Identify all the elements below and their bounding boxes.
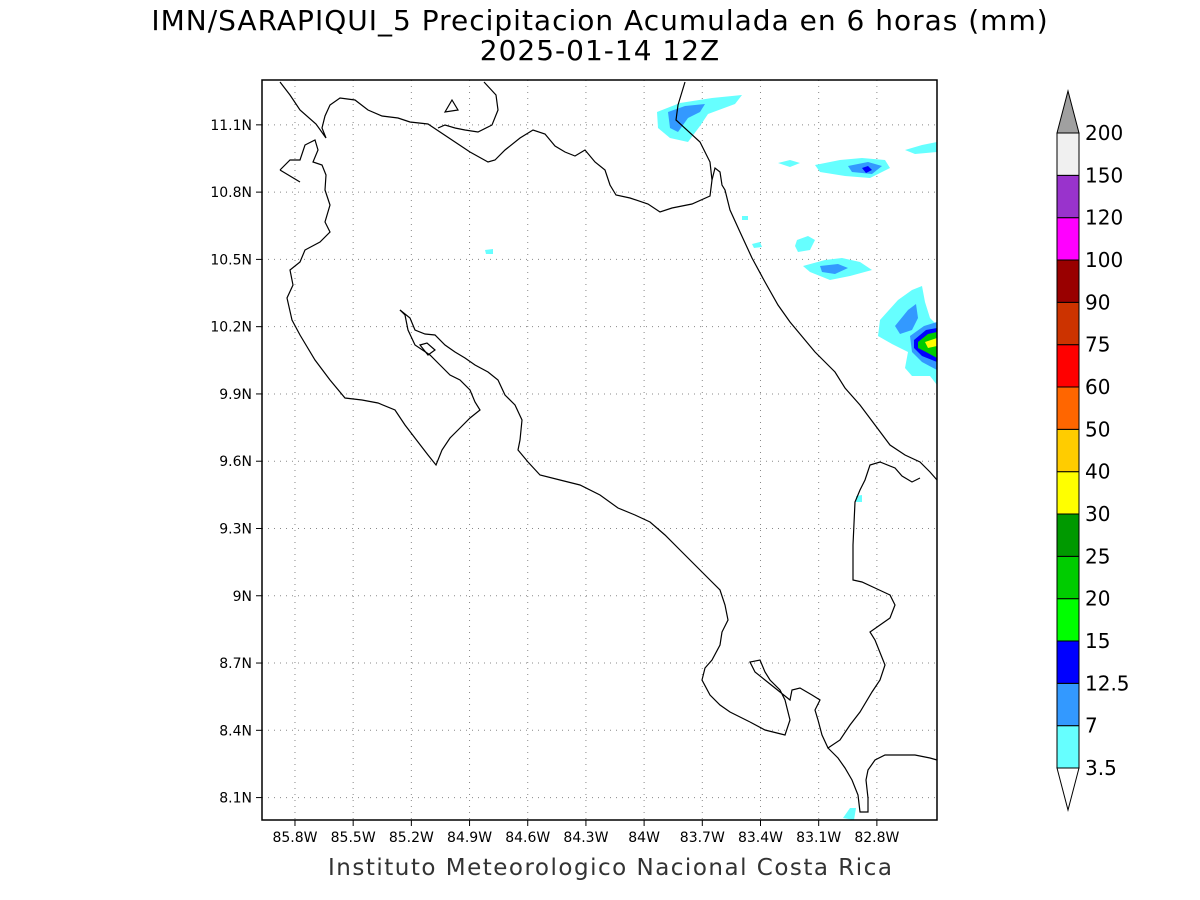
colorbar-bottom-arrow bbox=[1056, 767, 1080, 812]
lat-tick-label: 8.1N bbox=[219, 791, 252, 807]
map-frame bbox=[261, 79, 938, 821]
lat-tick-label: 8.4N bbox=[219, 723, 252, 739]
precip-area-3.5 bbox=[485, 249, 493, 254]
colorbar-swatch bbox=[1056, 301, 1080, 346]
lon-tick-label: 83.7W bbox=[680, 830, 725, 846]
colorbar-label: 100 bbox=[1085, 248, 1123, 272]
map-datetime: 2025-01-14 12Z bbox=[479, 34, 721, 67]
colorbar-legend: 3.5 7 12.5 15 20 25 30 40 50 60 75 90 100 120 150 200 bbox=[1056, 89, 1130, 812]
precip-area-3.5 bbox=[905, 142, 937, 154]
lat-tick-label: 10.8N bbox=[210, 185, 252, 201]
colorbar-swatch bbox=[1056, 598, 1080, 642]
lon-tick-label: 85.8W bbox=[272, 830, 317, 846]
lon-tick-label: 84.6W bbox=[505, 830, 550, 846]
lat-tick-label: 9.3N bbox=[219, 521, 252, 537]
colorbar-label: 200 bbox=[1085, 121, 1123, 145]
lat-tick-label: 9N bbox=[233, 589, 252, 605]
lat-tick-label: 11.1N bbox=[210, 118, 252, 134]
colorbar-label: 3.5 bbox=[1085, 756, 1117, 780]
colorbar-label: 120 bbox=[1085, 206, 1123, 230]
colorbar-label: 30 bbox=[1085, 502, 1110, 526]
colorbar-swatch bbox=[1056, 344, 1080, 388]
colorbar-swatch bbox=[1056, 682, 1080, 727]
lon-tick-label: 84.3W bbox=[563, 830, 608, 846]
lon-tick-label: 85.2W bbox=[389, 830, 434, 846]
colorbar-label: 150 bbox=[1085, 163, 1123, 187]
precip-area-3.5 bbox=[795, 236, 815, 252]
colorbar-swatch bbox=[1056, 259, 1080, 303]
colorbar-label: 75 bbox=[1085, 333, 1110, 357]
footer-credit: Instituto Meteorologico Nacional Costa R… bbox=[328, 855, 894, 881]
lon-tick-label: 84W bbox=[628, 830, 660, 846]
lat-tick-label: 9.9N bbox=[219, 387, 252, 403]
colorbar-swatch bbox=[1056, 217, 1080, 261]
colorbar-label: 20 bbox=[1085, 587, 1110, 611]
colorbar-swatch bbox=[1056, 386, 1080, 430]
latitude-labels: 11.1N 10.8N 10.5N 10.2N 9.9N 9.6N 9.3N 9N 8.7N 8.… bbox=[210, 118, 262, 807]
colorbar-label: 40 bbox=[1085, 460, 1110, 484]
longitude-labels: 85.8W 85.5W 85.2W 84.9W 84.6W 84.3W 84W 83.7W 83… bbox=[272, 820, 900, 846]
colorbar-swatch bbox=[1056, 725, 1080, 769]
lat-tick-label: 10.2N bbox=[210, 320, 252, 336]
precip-area-12.5 bbox=[862, 166, 872, 173]
map-title: IMN/SARAPIQUI_5 Precipitacion Acumulada … bbox=[151, 4, 1049, 37]
lon-tick-label: 82.8W bbox=[854, 830, 899, 846]
colorbar-swatch bbox=[1056, 471, 1080, 515]
colorbar-label: 15 bbox=[1085, 629, 1110, 653]
colorbar-swatch bbox=[1056, 132, 1080, 176]
precip-area-3.5 bbox=[778, 160, 800, 167]
lon-tick-label: 83.4W bbox=[738, 830, 783, 846]
colorbar-swatch bbox=[1056, 174, 1080, 219]
precip-area-7 bbox=[895, 304, 918, 334]
colorbar-label: 7 bbox=[1085, 714, 1098, 738]
precip-area-3.5 bbox=[742, 216, 748, 220]
lon-tick-label: 85.5W bbox=[331, 830, 376, 846]
lon-tick-label: 84.9W bbox=[447, 830, 492, 846]
colorbar-label: 50 bbox=[1085, 417, 1110, 441]
precip-area-3.5 bbox=[843, 808, 856, 820]
precip-area-30 bbox=[925, 338, 937, 348]
lon-tick-label: 83.1W bbox=[796, 830, 841, 846]
colorbar-label: 90 bbox=[1085, 290, 1110, 314]
colorbar-label: 25 bbox=[1085, 544, 1110, 568]
colorbar-swatch bbox=[1056, 513, 1080, 557]
colorbar-top-arrow bbox=[1056, 89, 1080, 134]
colorbar-label: 60 bbox=[1085, 375, 1110, 399]
colorbar-swatch bbox=[1056, 640, 1080, 684]
colorbar-swatch bbox=[1056, 555, 1080, 600]
colorbar-swatch bbox=[1056, 428, 1080, 473]
map-grid bbox=[262, 80, 937, 820]
precip-area-7 bbox=[820, 264, 848, 274]
lat-tick-label: 10.5N bbox=[210, 252, 252, 268]
precip-area-3.5 bbox=[752, 242, 762, 248]
precipitation-areas bbox=[485, 95, 937, 820]
lat-tick-label: 8.7N bbox=[219, 656, 252, 672]
lat-tick-label: 9.6N bbox=[219, 454, 252, 470]
coastline bbox=[279, 81, 938, 813]
colorbar-label: 12.5 bbox=[1085, 671, 1130, 695]
